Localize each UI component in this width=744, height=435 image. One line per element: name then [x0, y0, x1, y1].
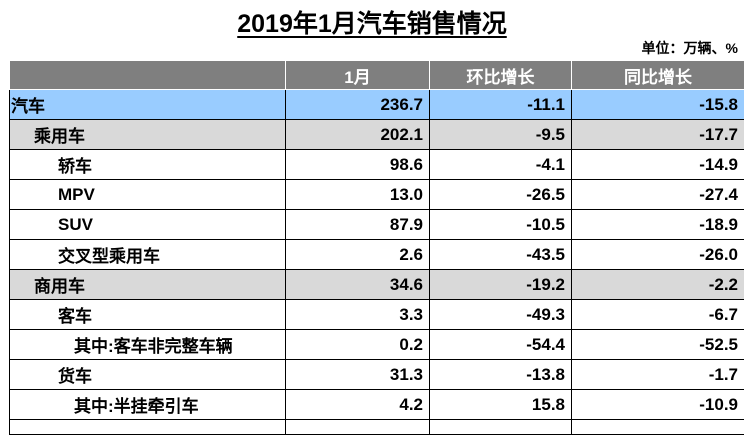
mom-value: -13.8 — [430, 360, 572, 390]
row-label: 汽车 — [10, 90, 286, 120]
mom-value: -19.2 — [430, 270, 572, 300]
yoy-value: -6.7 — [572, 300, 744, 330]
table-row: 其中:半挂牵引车 4.2 15.8 -10.9 — [10, 390, 744, 420]
table-row: 轿车 98.6 -4.1 -14.9 — [10, 150, 744, 180]
mom-value: -9.5 — [430, 120, 572, 150]
month-value: 236.7 — [286, 90, 430, 120]
header-month: 1月 — [286, 61, 430, 90]
row-label: 乘用车 — [10, 120, 286, 150]
month-value: 2.6 — [286, 240, 430, 270]
mom-value: -26.5 — [430, 180, 572, 210]
yoy-value: -52.5 — [572, 330, 744, 360]
page-title: 2019年1月汽车销售情况 — [0, 4, 744, 40]
yoy-value: -10.9 — [572, 390, 744, 420]
yoy-value: -17.7 — [572, 120, 744, 150]
mom-value: 15.8 — [430, 390, 572, 420]
mom-value: -4.1 — [430, 150, 572, 180]
mom-value: -11.1 — [430, 90, 572, 120]
row-label: SUV — [10, 210, 286, 240]
table-row: 汽车 236.7 -11.1 -15.8 — [10, 90, 744, 120]
header-yoy: 同比增长 — [572, 61, 744, 90]
table-row: 乘用车 202.1 -9.5 -17.7 — [10, 120, 744, 150]
row-label: 客车 — [10, 300, 286, 330]
unit-note: 单位：万辆、% — [642, 38, 738, 58]
table-row: SUV 87.9 -10.5 -18.9 — [10, 210, 744, 240]
mom-value: -54.4 — [430, 330, 572, 360]
mom-value: -49.3 — [430, 300, 572, 330]
table-row-cut-off — [10, 420, 744, 435]
sales-table: 1月 环比增长 同比增长 汽车 236.7 -11.1 -15.8 乘用车 20… — [9, 60, 744, 435]
month-value: 98.6 — [286, 150, 430, 180]
yoy-value: -26.0 — [572, 240, 744, 270]
yoy-value: -2.2 — [572, 270, 744, 300]
month-value: 34.6 — [286, 270, 430, 300]
month-value: 4.2 — [286, 390, 430, 420]
table-row: 货车 31.3 -13.8 -1.7 — [10, 360, 744, 390]
row-label: 轿车 — [10, 150, 286, 180]
yoy-value: -14.9 — [572, 150, 744, 180]
month-value: 0.2 — [286, 330, 430, 360]
row-label: 商用车 — [10, 270, 286, 300]
empty-cell — [286, 420, 430, 435]
table-row: 商用车 34.6 -19.2 -2.2 — [10, 270, 744, 300]
header-mom: 环比增长 — [430, 61, 572, 90]
yoy-value: -27.4 — [572, 180, 744, 210]
yoy-value: -18.9 — [572, 210, 744, 240]
mom-value: -10.5 — [430, 210, 572, 240]
empty-cell — [430, 420, 572, 435]
month-value: 13.0 — [286, 180, 430, 210]
header-category — [10, 61, 286, 90]
empty-cell — [10, 420, 286, 435]
empty-cell — [572, 420, 744, 435]
mom-value: -43.5 — [430, 240, 572, 270]
table-row: MPV 13.0 -26.5 -27.4 — [10, 180, 744, 210]
row-label: 其中:半挂牵引车 — [10, 390, 286, 420]
table-row: 其中:客车非完整车辆 0.2 -54.4 -52.5 — [10, 330, 744, 360]
row-label: 货车 — [10, 360, 286, 390]
table-row: 客车 3.3 -49.3 -6.7 — [10, 300, 744, 330]
month-value: 31.3 — [286, 360, 430, 390]
month-value: 87.9 — [286, 210, 430, 240]
table-header-row: 1月 环比增长 同比增长 — [10, 61, 744, 90]
yoy-value: -1.7 — [572, 360, 744, 390]
month-value: 202.1 — [286, 120, 430, 150]
row-label: MPV — [10, 180, 286, 210]
table-row: 交叉型乘用车 2.6 -43.5 -26.0 — [10, 240, 744, 270]
yoy-value: -15.8 — [572, 90, 744, 120]
row-label: 交叉型乘用车 — [10, 240, 286, 270]
month-value: 3.3 — [286, 300, 430, 330]
row-label: 其中:客车非完整车辆 — [10, 330, 286, 360]
